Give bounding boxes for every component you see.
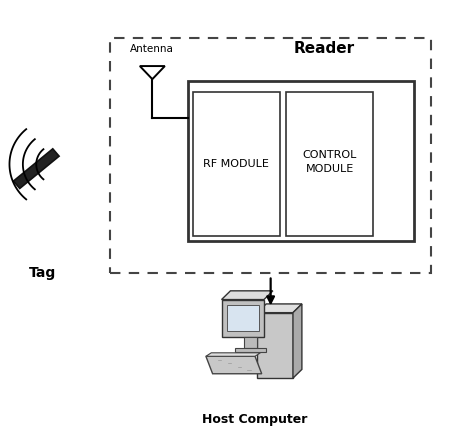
- Polygon shape: [292, 304, 301, 378]
- Bar: [188, 81, 413, 240]
- Text: CONTROL
MODULE: CONTROL MODULE: [302, 150, 356, 174]
- Text: Reader: Reader: [293, 41, 354, 56]
- Text: Host Computer: Host Computer: [202, 413, 307, 426]
- Text: Tag: Tag: [29, 267, 56, 280]
- Polygon shape: [257, 304, 301, 312]
- Polygon shape: [235, 347, 266, 352]
- Text: RF MODULE: RF MODULE: [202, 159, 268, 169]
- Bar: [192, 92, 279, 236]
- Bar: [110, 38, 430, 273]
- Polygon shape: [206, 356, 261, 374]
- Polygon shape: [139, 66, 165, 79]
- Bar: [285, 92, 373, 236]
- Polygon shape: [244, 337, 257, 347]
- Polygon shape: [221, 300, 263, 337]
- Polygon shape: [226, 305, 258, 332]
- Text: Antenna: Antenna: [130, 44, 174, 53]
- Polygon shape: [206, 353, 260, 356]
- Polygon shape: [14, 149, 59, 188]
- Polygon shape: [221, 291, 272, 300]
- Polygon shape: [257, 312, 292, 378]
